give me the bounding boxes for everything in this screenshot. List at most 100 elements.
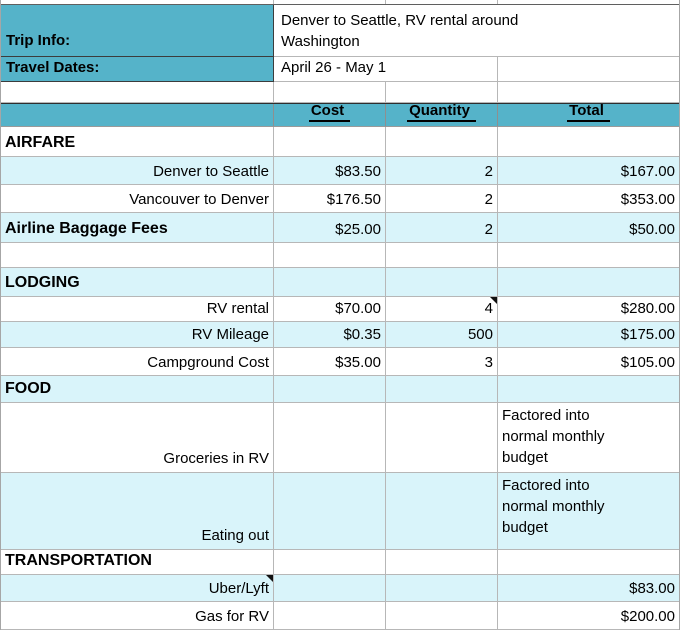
cell-empty[interactable]: [498, 0, 679, 4]
cell-total[interactable]: $105.00: [498, 348, 679, 376]
cell-empty[interactable]: [386, 0, 498, 4]
cell-quantity[interactable]: 500: [386, 322, 498, 348]
cell-label[interactable]: FOOD: [1, 376, 274, 403]
cell-cost[interactable]: [274, 473, 386, 550]
cell-label[interactable]: Groceries in RV: [1, 403, 274, 473]
header-spacer-cell[interactable]: [1, 104, 274, 127]
cell-total[interactable]: [498, 127, 679, 157]
cell-cost[interactable]: [274, 403, 386, 473]
cell-cost[interactable]: $25.00: [274, 213, 386, 243]
cell-label[interactable]: Uber/Lyft: [1, 575, 274, 602]
header-quantity-cell[interactable]: Quantity: [386, 104, 498, 127]
cell-empty[interactable]: [498, 82, 679, 103]
cell-label[interactable]: Gas for RV: [1, 602, 274, 630]
cell-empty[interactable]: [274, 82, 386, 103]
cell-label[interactable]: LODGING: [1, 268, 274, 297]
cell-cost[interactable]: [274, 575, 386, 602]
row-label: TRANSPORTATION: [5, 552, 152, 569]
cell-label[interactable]: AIRFARE: [1, 127, 274, 157]
cell-quantity[interactable]: 2: [386, 185, 498, 213]
cell-empty[interactable]: [1, 0, 274, 4]
cell-quantity[interactable]: [386, 473, 498, 550]
cell-quantity[interactable]: [386, 376, 498, 403]
cell-total[interactable]: $353.00: [498, 185, 679, 213]
table-row: Vancouver to Denver $176.50 2 $353.00: [1, 185, 679, 213]
table-row: Gas for RV $200.00: [1, 602, 679, 630]
total-column-header: Total: [567, 104, 610, 122]
cell-cost[interactable]: [274, 127, 386, 157]
cell-empty[interactable]: [498, 57, 679, 82]
cost-value: $25.00: [335, 221, 381, 238]
cell-quantity[interactable]: 2: [386, 157, 498, 185]
quantity-value: 500: [467, 326, 493, 343]
row-label: RV rental: [206, 300, 269, 317]
cell-empty[interactable]: [274, 0, 386, 4]
header-total-cell[interactable]: Total: [498, 104, 679, 127]
table-row: Denver to Seattle $83.50 2 $167.00: [1, 157, 679, 185]
cell-cost[interactable]: $35.00: [274, 348, 386, 376]
cell-total[interactable]: $167.00: [498, 157, 679, 185]
cell-cost[interactable]: [274, 376, 386, 403]
cell-label[interactable]: [1, 243, 274, 268]
cost-column-header: Cost: [308, 104, 351, 122]
cell-quantity[interactable]: [386, 575, 498, 602]
cell-label[interactable]: Denver to Seattle: [1, 157, 274, 185]
cell-label[interactable]: Vancouver to Denver: [1, 185, 274, 213]
cell-cost[interactable]: $0.35: [274, 322, 386, 348]
cell-label[interactable]: TRANSPORTATION: [1, 550, 274, 575]
row-label: Gas for RV: [195, 608, 269, 625]
travel-dates-value-cell[interactable]: April 26 - May 1: [274, 57, 498, 82]
row-label: Uber/Lyft: [208, 580, 269, 597]
cell-cost[interactable]: [274, 550, 386, 575]
cell-label[interactable]: Airline Baggage Fees: [1, 213, 274, 243]
cell-total[interactable]: $175.00: [498, 322, 679, 348]
cell-cost[interactable]: $83.50: [274, 157, 386, 185]
cell-label[interactable]: Campground Cost: [1, 348, 274, 376]
cell-quantity[interactable]: [386, 127, 498, 157]
cell-total[interactable]: [498, 550, 679, 575]
cell-total[interactable]: $200.00: [498, 602, 679, 630]
cell-total[interactable]: Factored into normal monthly budget: [498, 473, 679, 550]
cell-label[interactable]: Eating out: [1, 473, 274, 550]
cell-total[interactable]: Factored into normal monthly budget: [498, 403, 679, 473]
cell-total[interactable]: [498, 243, 679, 268]
sheet-body: AIRFARE Denver to Seattle $83.50 2 $167.00 Va…: [1, 127, 679, 630]
cell-empty[interactable]: [1, 82, 274, 103]
cell-cost[interactable]: [274, 268, 386, 297]
cell-quantity[interactable]: [386, 550, 498, 575]
cell-cost[interactable]: [274, 602, 386, 630]
cost-value: $35.00: [335, 354, 381, 371]
row-top-sliver: [1, 0, 679, 4]
travel-dates-label-cell[interactable]: Travel Dates:: [1, 57, 274, 82]
header-cost-cell[interactable]: Cost: [274, 104, 386, 127]
cell-label[interactable]: RV Mileage: [1, 322, 274, 348]
cell-total[interactable]: $50.00: [498, 213, 679, 243]
cell-label[interactable]: RV rental: [1, 297, 274, 322]
cell-cost[interactable]: $176.50: [274, 185, 386, 213]
cell-quantity[interactable]: [386, 602, 498, 630]
cell-total[interactable]: $83.00: [498, 575, 679, 602]
table-row: RV Mileage $0.35 500 $175.00: [1, 322, 679, 348]
cell-quantity[interactable]: 3: [386, 348, 498, 376]
cell-quantity[interactable]: [386, 243, 498, 268]
cost-value: $83.50: [335, 163, 381, 180]
cell-total[interactable]: [498, 376, 679, 403]
total-value: $353.00: [620, 191, 675, 208]
trip-info-label-cell[interactable]: Trip Info:: [1, 5, 274, 57]
table-row: Campground Cost $35.00 3 $105.00: [1, 348, 679, 376]
cell-quantity[interactable]: 4: [386, 297, 498, 322]
cell-quantity[interactable]: 2: [386, 213, 498, 243]
row-label: Vancouver to Denver: [129, 191, 269, 208]
cell-quantity[interactable]: [386, 403, 498, 473]
trip-info-value-cell[interactable]: Denver to Seattle, RV rental around Wash…: [274, 5, 679, 57]
cell-total[interactable]: $280.00: [498, 297, 679, 322]
cell-total[interactable]: [498, 268, 679, 297]
cell-cost[interactable]: [274, 243, 386, 268]
cell-empty[interactable]: [386, 82, 498, 103]
cell-cost[interactable]: $70.00: [274, 297, 386, 322]
cell-quantity[interactable]: [386, 268, 498, 297]
table-row: LODGING: [1, 268, 679, 297]
travel-dates-value: April 26 - May 1: [281, 59, 387, 76]
table-row: Eating out Factored into normal monthly b…: [1, 473, 679, 550]
row-empty: [1, 82, 679, 103]
